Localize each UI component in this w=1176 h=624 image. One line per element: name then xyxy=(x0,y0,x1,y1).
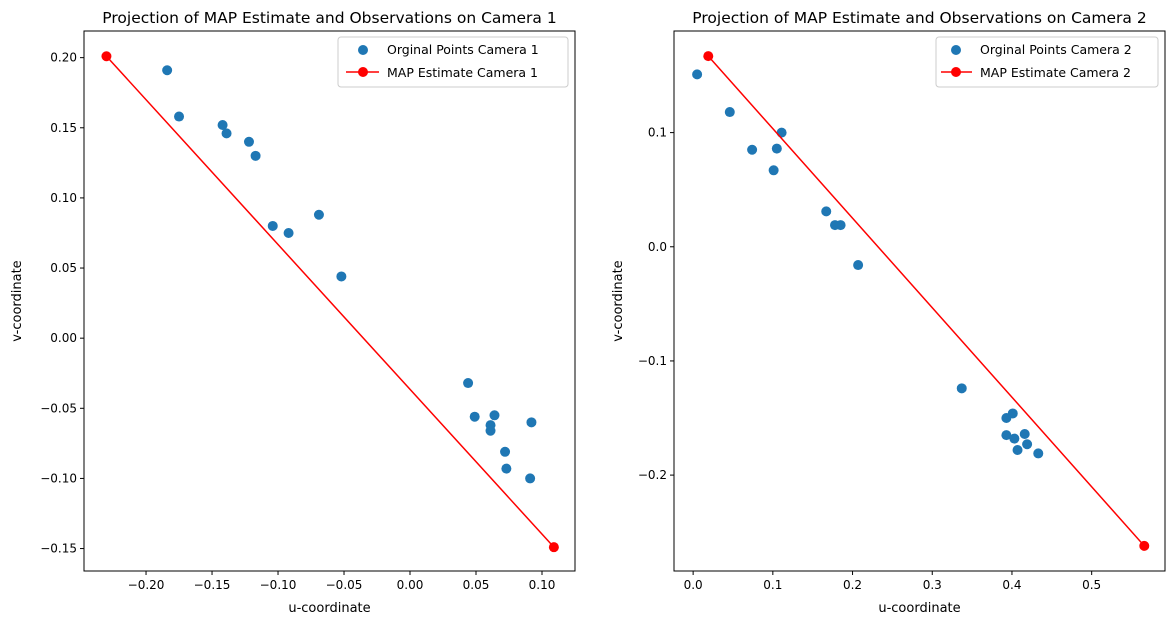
camera-1-y-tick-label: 0.15 xyxy=(50,121,77,135)
camera-1-observation-point xyxy=(313,209,324,220)
camera-2-observation-point xyxy=(768,165,779,176)
camera-2-x-tick-label: 0.0 xyxy=(684,578,703,592)
camera-2-observation-point xyxy=(835,220,846,231)
camera-2-observation-point xyxy=(1033,448,1044,459)
camera-1-y-tick-label: 0.05 xyxy=(50,261,77,275)
camera-2-observation-point xyxy=(771,143,782,154)
camera-1-y-tick-label: 0.00 xyxy=(50,331,77,345)
camera-2-ticks: 0.0 0.1 0.2 0.3 0.4 0.5 −0.2 −0.1 0.0 0.1 xyxy=(638,126,1101,592)
camera-2-x-axis-label: u-coordinate xyxy=(878,601,960,616)
camera-1-x-tick-label: −0.10 xyxy=(260,578,297,592)
camera-2-observation-point xyxy=(724,107,735,118)
camera-2-legend: Orginal Points Camera 2 MAP Estimate Cam… xyxy=(935,36,1159,88)
camera-2-x-tick-label: 0.1 xyxy=(763,578,782,592)
camera-1-y-tick-label: −0.15 xyxy=(40,542,77,556)
camera-1-y-tick-label: 0.20 xyxy=(50,51,77,65)
camera-1-title: Projection of MAP Estimate and Observati… xyxy=(102,9,556,27)
camera-2-axes-frame xyxy=(673,30,1166,572)
camera-1-legend: Orginal Points Camera 1 MAP Estimate Cam… xyxy=(337,36,569,88)
camera-1-observation-point xyxy=(469,411,480,422)
camera-1-x-tick-label: −0.15 xyxy=(194,578,231,592)
camera-1-x-tick-label: 0.05 xyxy=(463,578,490,592)
camera-1-observation-point xyxy=(336,271,347,282)
camera-1-y-axis-label: v-coordinate xyxy=(10,260,25,341)
camera-1-map-estimate-line xyxy=(105,55,555,548)
camera-2-map-estimate-line xyxy=(707,55,1145,547)
camera-2-map-estimate-point xyxy=(703,51,714,62)
camera-2-observation-point xyxy=(1009,433,1020,444)
camera-2-observation-point xyxy=(1022,439,1033,450)
camera-1-observation-point xyxy=(243,136,254,147)
camera-2-observation-point xyxy=(747,144,758,155)
camera-1-observation-point xyxy=(526,417,537,428)
camera-1-x-tick-label: 0.10 xyxy=(529,578,556,592)
camera-2-plot: Projection of MAP Estimate and Observati… xyxy=(611,9,1166,616)
camera-2-observation-point xyxy=(956,383,967,394)
camera-2-legend-line-label: MAP Estimate Camera 2 xyxy=(980,65,1131,80)
camera-1-axes-frame xyxy=(83,30,576,572)
camera-1-observation-point xyxy=(162,65,173,76)
camera-2-y-axis-label: v-coordinate xyxy=(611,260,626,341)
camera-2-legend-box xyxy=(935,36,1159,88)
camera-2-observation-point xyxy=(853,260,864,271)
camera-1-plot: Projection of MAP Estimate and Observati… xyxy=(10,9,576,616)
camera-1-observation-point xyxy=(221,128,232,139)
camera-1-observation-point xyxy=(525,473,536,484)
camera-1-observation-point xyxy=(217,119,228,130)
camera-2-observation-point xyxy=(692,69,703,80)
camera-1-observation-point xyxy=(463,378,474,389)
camera-2-legend-scatter-marker xyxy=(951,45,961,55)
camera-1-observation-point xyxy=(500,446,511,457)
camera-1-legend-line-marker xyxy=(358,67,368,77)
camera-1-map-estimate-point xyxy=(548,542,559,553)
camera-1-observation-point xyxy=(489,410,500,421)
camera-1-x-tick-label: −0.20 xyxy=(128,578,165,592)
camera-2-legend-line-marker xyxy=(951,67,961,77)
camera-2-marks xyxy=(692,51,1150,551)
camera-1-legend-scatter-marker xyxy=(358,45,368,55)
camera-2-y-tick-label: −0.2 xyxy=(638,468,667,482)
camera-1-observation-point xyxy=(501,463,512,474)
camera-1-y-tick-label: 0.10 xyxy=(50,191,77,205)
camera-2-map-estimate-point xyxy=(1139,540,1150,551)
camera-1-observation-point xyxy=(485,425,496,436)
camera-2-legend-scatter-label: Orginal Points Camera 2 xyxy=(980,42,1132,57)
camera-1-legend-box xyxy=(337,36,569,88)
camera-2-y-tick-label: 0.1 xyxy=(648,126,667,140)
camera-1-x-tick-label: 0.00 xyxy=(397,578,424,592)
camera-2-y-tick-label: 0.0 xyxy=(648,240,667,254)
camera-1-ticks: −0.20 −0.15 −0.10 −0.05 0.00 0.05 0.10 −0.15 −0.… xyxy=(40,51,555,592)
camera-2-y-tick-label: −0.1 xyxy=(638,354,667,368)
camera-1-marks xyxy=(101,51,559,553)
camera-1-observation-point xyxy=(174,111,185,122)
camera-1-x-tick-label: −0.05 xyxy=(326,578,363,592)
camera-2-x-tick-label: 0.4 xyxy=(1002,578,1021,592)
camera-1-map-estimate-point xyxy=(101,51,112,62)
camera-1-observation-point xyxy=(267,220,278,231)
camera-2-x-tick-label: 0.3 xyxy=(923,578,942,592)
camera-2-x-tick-label: 0.2 xyxy=(843,578,862,592)
camera-1-legend-scatter-label: Orginal Points Camera 1 xyxy=(387,42,539,57)
camera-2-observation-point xyxy=(1007,408,1018,419)
camera-1-observation-point xyxy=(283,227,294,238)
camera-2-observation-point xyxy=(776,127,787,138)
camera-2-x-tick-label: 0.5 xyxy=(1082,578,1101,592)
camera-1-legend-line-label: MAP Estimate Camera 1 xyxy=(387,65,538,80)
camera-2-title: Projection of MAP Estimate and Observati… xyxy=(692,9,1146,27)
camera-1-y-tick-label: −0.10 xyxy=(40,471,77,485)
camera-2-observation-point xyxy=(1001,430,1012,441)
camera-2-observation-point xyxy=(1012,444,1023,455)
camera-1-y-tick-label: −0.05 xyxy=(40,401,77,415)
camera-2-observation-point xyxy=(821,206,832,217)
camera-1-observation-point xyxy=(250,150,261,161)
camera-2-observation-point xyxy=(1019,429,1030,440)
camera-1-x-axis-label: u-coordinate xyxy=(288,601,370,616)
